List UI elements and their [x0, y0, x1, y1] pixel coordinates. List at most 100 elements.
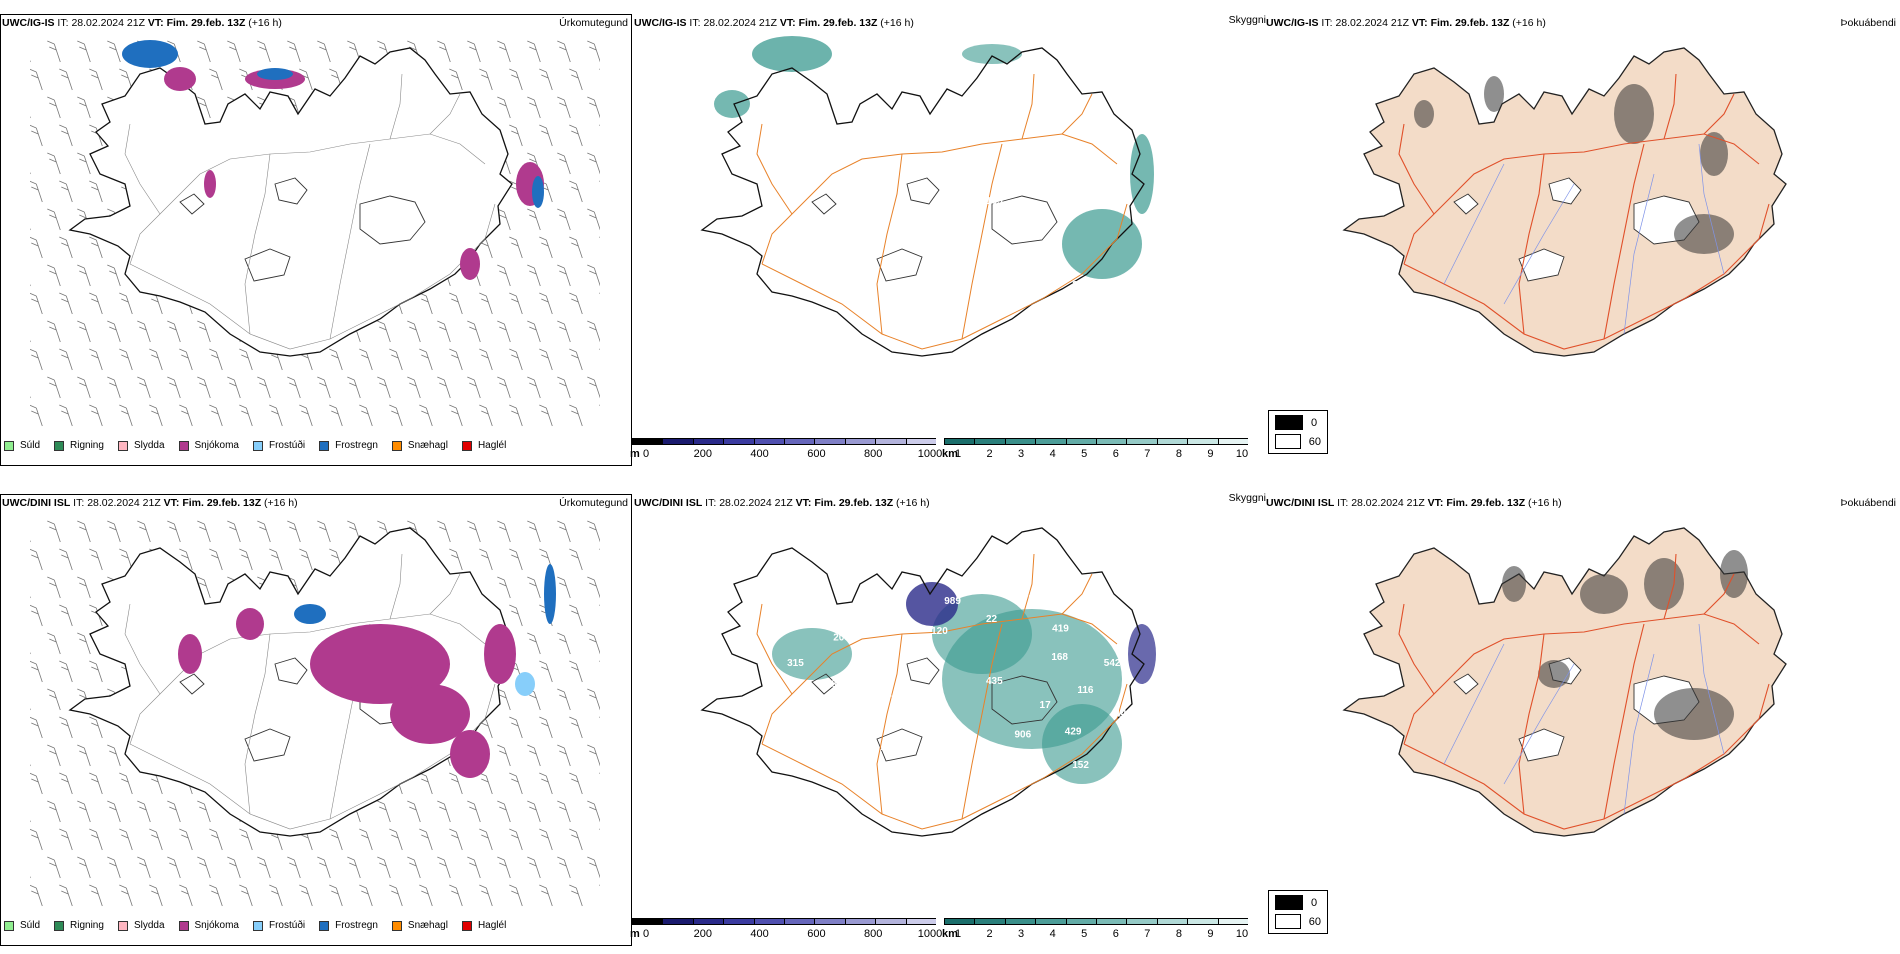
panel-header: UWC/IG-IS IT: 28.02.2024 21Z VT: Fim. 29…: [1266, 17, 1546, 29]
precip-legend-item: Rigning: [54, 440, 104, 451]
wind-barb: [329, 405, 342, 426]
wind-barb: [479, 885, 492, 906]
wind-barb: [47, 633, 60, 654]
fog-indicator-dark: [1580, 574, 1628, 614]
wind-barb: [587, 577, 600, 598]
wind-barb: [599, 405, 600, 426]
legend-swatch: [462, 921, 472, 931]
wind-barb: [59, 549, 72, 570]
wind-barb: [389, 829, 402, 850]
wind-barb: [257, 521, 270, 542]
precip-legend-item: Frostregn: [319, 440, 378, 451]
colorbar-segment: [1096, 438, 1126, 445]
wind-barb: [209, 405, 222, 426]
wind-barb: [509, 405, 522, 426]
snowfall-area: [178, 634, 202, 674]
wind-barb: [30, 773, 42, 794]
wind-barb: [479, 405, 492, 426]
wind-barb: [509, 829, 522, 850]
wind-barb: [419, 829, 432, 850]
wind-barb: [467, 801, 480, 822]
frost-rain-area: [294, 604, 326, 624]
wind-barb: [539, 293, 552, 314]
it-value: 28.02.2024 21Z: [87, 497, 161, 509]
legend-swatch: [4, 441, 14, 451]
wind-barb: [509, 605, 522, 626]
visibility-value-label: 542: [1104, 658, 1121, 669]
wind-barb: [47, 41, 60, 62]
visibility-value-label: 417: [881, 744, 898, 755]
wind-barb: [77, 377, 90, 398]
wind-barb: [509, 773, 522, 794]
wind-barb: [419, 885, 432, 906]
legend-label: Rigning: [70, 440, 104, 451]
wind-barb: [557, 265, 570, 286]
wind-barb: [59, 605, 72, 626]
wind-barb: [467, 521, 480, 542]
colorbar-segment: [1035, 918, 1065, 925]
wind-barb: [299, 885, 312, 906]
wind-barb: [599, 181, 600, 202]
wind-barb: [209, 885, 222, 906]
frost-rain-area: [257, 68, 293, 80]
wind-barb: [197, 377, 210, 398]
it-value: 28.02.2024 21Z: [719, 497, 793, 509]
wind-barb: [77, 41, 90, 62]
wind-barb: [557, 321, 570, 342]
wind-barb: [539, 69, 552, 90]
legend-label: Slydda: [134, 920, 165, 931]
freezing-drizzle-area: [515, 672, 535, 696]
glacier-outline: [812, 194, 836, 214]
wind-barb: [227, 521, 240, 542]
colorbar-segment: [632, 918, 662, 925]
road-network: [757, 74, 1127, 349]
wind-barb: [137, 801, 150, 822]
wind-barb: [47, 577, 60, 598]
wind-barb: [209, 69, 222, 90]
precip-panel-top: UWC/IG-IS IT: 28.02.2024 21Z VT: Fim. 29…: [0, 14, 632, 466]
colorbar-segment: [814, 918, 844, 925]
wind-barb: [47, 689, 60, 710]
wind-barb: [449, 773, 462, 794]
vt-label: VT:: [796, 497, 812, 509]
visibility-area: [714, 90, 750, 118]
wind-barb: [119, 773, 132, 794]
wind-barb: [479, 549, 492, 570]
wind-barb: [107, 265, 120, 286]
wind-barb: [107, 801, 120, 822]
wind-barb: [557, 801, 570, 822]
wind-barb: [587, 377, 600, 398]
model-name: UWC/DINI ISL: [634, 497, 702, 509]
wind-barb: [30, 549, 42, 570]
wind-barb: [389, 349, 402, 370]
wind-barb: [30, 69, 42, 90]
it-label: IT:: [1321, 17, 1332, 29]
visibility-value-label: 208: [833, 632, 850, 643]
wind-barb: [437, 377, 450, 398]
fog-panel-bottom: UWC/DINI ISL IT: 28.02.2024 21Z VT: Fim.…: [1264, 494, 1900, 946]
precip-panel-bottom: UWC/DINI ISL IT: 28.02.2024 21Z VT: Fim.…: [0, 494, 632, 946]
wind-barb: [437, 857, 450, 878]
wind-barb: [527, 745, 540, 766]
wind-barb: [47, 745, 60, 766]
panel-title: Úrkomutegund: [559, 17, 628, 29]
colorbar-tick-label: 1: [955, 928, 961, 940]
wind-barb: [47, 265, 60, 286]
wind-barb: [119, 405, 132, 426]
wind-barb: [77, 633, 90, 654]
legend-swatch: [179, 441, 189, 451]
wind-barb: [30, 181, 42, 202]
visibility-area: [962, 44, 1022, 64]
vt-label: VT:: [1428, 497, 1444, 509]
wind-barb: [419, 293, 432, 314]
colorbar-tick-label: 200: [694, 928, 712, 940]
wind-barb: [107, 41, 120, 62]
wind-barb: [569, 405, 582, 426]
wind-barb: [77, 745, 90, 766]
visibility-panel-top: UWC/IG-IS IT: 28.02.2024 21Z VT: Fim. 29…: [632, 14, 1264, 466]
precip-legend-item: Frostregn: [319, 920, 378, 931]
vt-value: Fim. 29.feb. 13Z: [1446, 497, 1525, 509]
road: [1022, 74, 1034, 139]
iceland-map: [70, 528, 512, 836]
legend-swatch: [118, 441, 128, 451]
